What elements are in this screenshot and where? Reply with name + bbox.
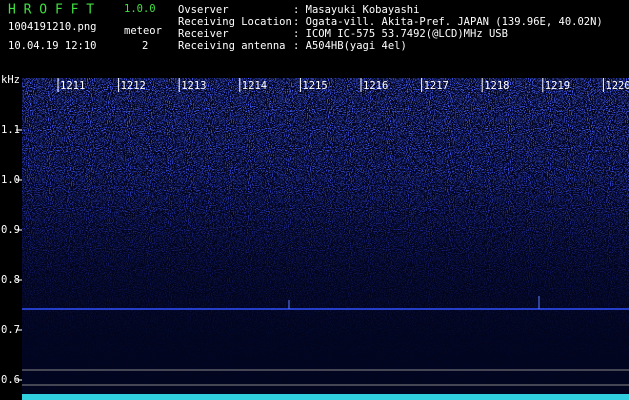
y-tick-label: 0.8	[1, 274, 20, 286]
y-tick-label: 0.9	[1, 224, 20, 236]
info-value: : A504HB(yagi 4el)	[293, 40, 407, 52]
y-tick-label: 1.1	[1, 124, 20, 136]
y-tick-label: 0.6	[1, 374, 20, 386]
info-label: Receiver	[178, 28, 229, 40]
axes: kHz 1.1 1.0 0.9 0.8 0.7 0.6 1211 1212 1213 1214 121…	[1, 74, 629, 386]
x-tick-label: 1215	[302, 80, 327, 92]
x-tick-label: 1212	[121, 80, 146, 92]
y-tick-label: 0.7	[1, 324, 20, 336]
info-value: : Ogata-vill. Akita-Pref. JAPAN (139.96E…	[293, 16, 603, 28]
x-tick-label: 1217	[424, 80, 449, 92]
info-value: : Masayuki Kobayashi	[293, 4, 419, 16]
signal-level	[22, 394, 629, 400]
x-tick-label: 1220	[605, 80, 629, 92]
app-version: 1.0.0	[124, 3, 156, 15]
app-name: H R O F F T	[8, 3, 94, 18]
meteor-label: meteor	[124, 25, 162, 37]
meteor-count: 2	[142, 40, 148, 52]
y-tick-label: 1.0	[1, 174, 20, 186]
info-label: Receiving Location	[178, 16, 292, 28]
y-unit: kHz	[1, 74, 20, 86]
x-tick-label: 1213	[181, 80, 206, 92]
info-label: Receiving antenna	[178, 40, 285, 52]
x-tick-label: 1214	[242, 80, 267, 92]
info-label: Ovserver	[178, 4, 229, 16]
file-name: 1004191210.png	[8, 21, 97, 33]
info-value: : ICOM IC-575 53.7492(@LCD)MHz USB	[293, 28, 508, 40]
x-tick-label: 1211	[60, 80, 85, 92]
timestamp: 10.04.19 12:10	[8, 40, 97, 52]
x-tick-label: 1218	[484, 80, 509, 92]
x-tick-label: 1216	[363, 80, 388, 92]
spectrogram-noise	[22, 78, 629, 400]
x-tick-label: 1219	[545, 80, 570, 92]
